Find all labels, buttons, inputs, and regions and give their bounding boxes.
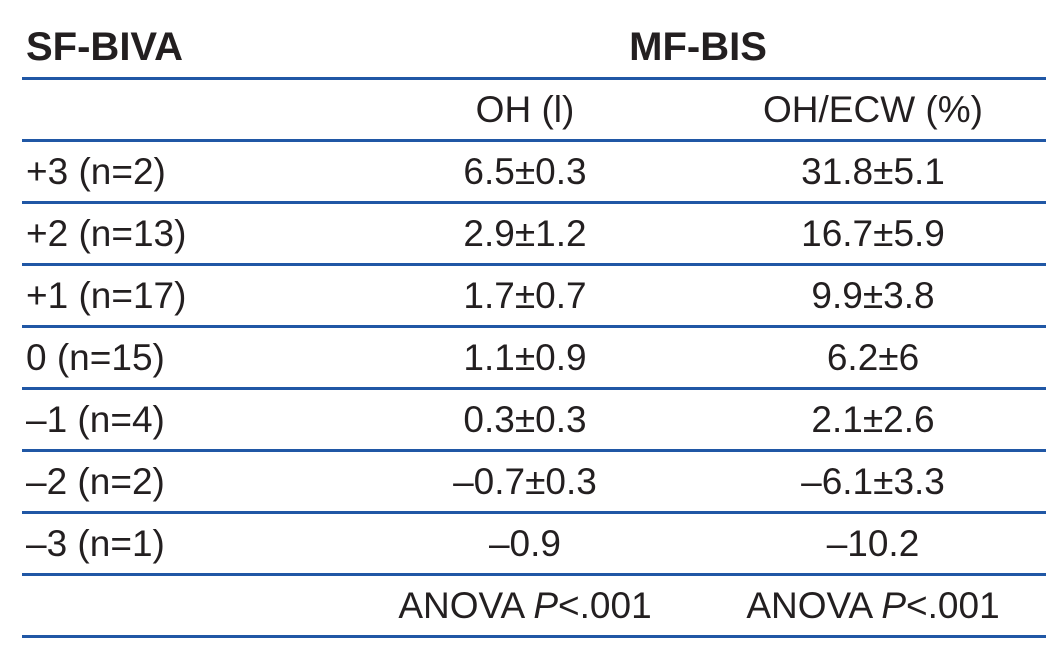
p-value: <.001 xyxy=(906,584,1000,626)
oh-value: 0.3±0.3 xyxy=(350,388,700,452)
group-header-mf-bis: MF-BIS xyxy=(350,18,1047,80)
anova-label: ANOVA xyxy=(746,584,872,626)
biva-score-label: +1 (n=17) xyxy=(22,264,350,328)
oh-value: –0.7±0.3 xyxy=(350,450,700,514)
biva-score-label: 0 (n=15) xyxy=(22,326,350,390)
table-row: +2 (n=13) 2.9±1.2 16.7±5.9 xyxy=(22,202,1047,266)
anova-oh-cell: ANOVA P<.001 xyxy=(350,574,700,638)
p-symbol: P xyxy=(533,584,559,626)
oh-ecw-value: 16.7±5.9 xyxy=(700,202,1047,266)
oh-ecw-value: 9.9±3.8 xyxy=(700,264,1047,328)
table-row: 0 (n=15) 1.1±0.9 6.2±6 xyxy=(22,326,1047,390)
left-header-sf-biva: SF-BIVA xyxy=(22,18,350,80)
oh-value: 1.1±0.9 xyxy=(350,326,700,390)
table-row: –1 (n=4) 0.3±0.3 2.1±2.6 xyxy=(22,388,1047,452)
sf-biva-mf-bis-table: SF-BIVA MF-BIS OH (l) OH/ECW (%) +3 (n=2… xyxy=(22,18,1047,638)
subheader-empty-cell xyxy=(22,78,350,142)
oh-value: 6.5±0.3 xyxy=(350,140,700,204)
group-header-row: SF-BIVA MF-BIS xyxy=(22,18,1047,80)
table-row: –3 (n=1) –0.9 –10.2 xyxy=(22,512,1047,576)
subheader-row: OH (l) OH/ECW (%) xyxy=(22,78,1047,142)
p-symbol: P xyxy=(881,584,907,626)
oh-ecw-value: 2.1±2.6 xyxy=(700,388,1047,452)
oh-ecw-value: –6.1±3.3 xyxy=(700,450,1047,514)
comparison-table-container: SF-BIVA MF-BIS OH (l) OH/ECW (%) +3 (n=2… xyxy=(22,18,1047,638)
oh-ecw-value: 6.2±6 xyxy=(700,326,1047,390)
subheader-oh-ecw: OH/ECW (%) xyxy=(700,78,1047,142)
oh-value: 2.9±1.2 xyxy=(350,202,700,266)
biva-score-label: +2 (n=13) xyxy=(22,202,350,266)
biva-score-label: –3 (n=1) xyxy=(22,512,350,576)
anova-footer-row: ANOVA P<.001 ANOVA P<.001 xyxy=(22,574,1047,638)
oh-ecw-value: –10.2 xyxy=(700,512,1047,576)
oh-value: –0.9 xyxy=(350,512,700,576)
biva-score-label: –2 (n=2) xyxy=(22,450,350,514)
table-row: +1 (n=17) 1.7±0.7 9.9±3.8 xyxy=(22,264,1047,328)
p-value: <.001 xyxy=(558,584,652,626)
biva-score-label: +3 (n=2) xyxy=(22,140,350,204)
biva-score-label: –1 (n=4) xyxy=(22,388,350,452)
oh-ecw-value: 31.8±5.1 xyxy=(700,140,1047,204)
anova-oh-ecw-cell: ANOVA P<.001 xyxy=(700,574,1047,638)
anova-label: ANOVA xyxy=(398,584,524,626)
footer-empty-cell xyxy=(22,574,350,638)
oh-value: 1.7±0.7 xyxy=(350,264,700,328)
subheader-oh: OH (l) xyxy=(350,78,700,142)
table-row: +3 (n=2) 6.5±0.3 31.8±5.1 xyxy=(22,140,1047,204)
table-row: –2 (n=2) –0.7±0.3 –6.1±3.3 xyxy=(22,450,1047,514)
